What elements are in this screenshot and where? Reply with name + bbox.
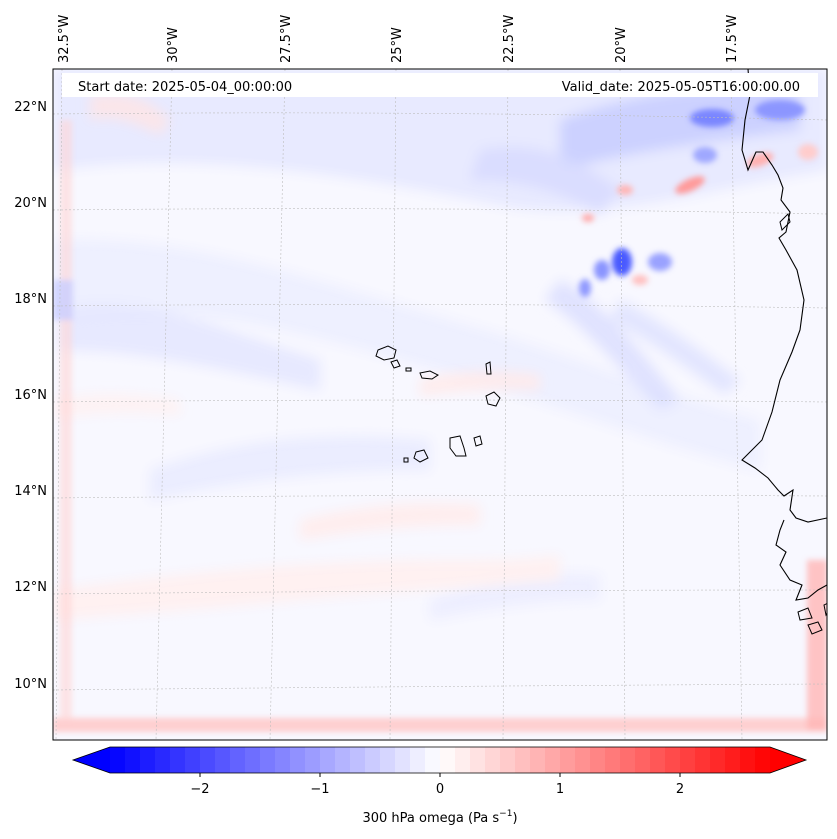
colorbar-bin: [350, 747, 366, 773]
colorbar-bin: [305, 747, 321, 773]
colorbar-bin: [710, 747, 726, 773]
map-frame: [52, 68, 828, 741]
africa-coastline: [741, 69, 827, 601]
colorbar-bin: [530, 747, 546, 773]
lat-label-12n: 12°N: [14, 580, 47, 595]
colorbar-bin: [485, 747, 501, 773]
lon-label-17-5w: 17.5°W: [725, 15, 740, 63]
colorbar-bin: [320, 747, 336, 773]
colorbar-tick-label: 1: [556, 782, 564, 797]
colorbar: −2 −1 0 1 2 300 hPa omega (Pa s−1): [71, 746, 808, 826]
colorbar-tick-label: −1: [310, 782, 329, 797]
colorbar-bin: [215, 747, 231, 773]
colorbar-bin: [290, 747, 306, 773]
map-panel: Start date: 2025-05-04_00:00:00 Valid_da…: [52, 68, 828, 741]
colorbar-bin: [440, 747, 456, 773]
lon-label-25w: 25°W: [390, 27, 405, 63]
colorbar-bin: [170, 747, 186, 773]
colorbar-ticks: −2 −1 0 1 2: [190, 773, 684, 797]
colorbar-bin: [185, 747, 201, 773]
colorbar-left-extend: [73, 747, 110, 773]
header-strip: [62, 73, 818, 97]
colorbar-bin: [200, 747, 216, 773]
colorbar-bin: [680, 747, 696, 773]
colorbar-bin: [230, 747, 246, 773]
colorbar-tick-label: 2: [676, 782, 684, 797]
colorbar-bin: [110, 747, 126, 773]
lat-label-16n: 16°N: [14, 388, 47, 403]
colorbar-bin: [560, 747, 576, 773]
colorbar-bin: [275, 747, 291, 773]
colorbar-bins: [110, 747, 771, 773]
colorbar-bin: [365, 747, 381, 773]
lat-label-10n: 10°N: [14, 677, 47, 692]
lat-label-18n: 18°N: [14, 292, 47, 307]
omega-field: [53, 69, 827, 740]
colorbar-bin: [545, 747, 561, 773]
colorbar-bin: [425, 747, 441, 773]
colorbar-bin: [740, 747, 756, 773]
colorbar-bin: [245, 747, 261, 773]
colorbar-bin: [605, 747, 621, 773]
lon-label-27-5w: 27.5°W: [279, 15, 294, 63]
start-date-label: Start date: 2025-05-04_00:00:00: [78, 80, 292, 95]
colorbar-right-extend: [770, 747, 806, 773]
colorbar-tick-label: 0: [436, 782, 444, 797]
lon-label-22-5w: 22.5°W: [502, 15, 517, 63]
colorbar-bin: [755, 747, 771, 773]
colorbar-bin: [140, 747, 156, 773]
colorbar-bin: [620, 747, 636, 773]
lon-label-20w: 20°W: [614, 27, 629, 63]
colorbar-bin: [410, 747, 426, 773]
colorbar-bin: [335, 747, 351, 773]
lon-label-30w: 30°W: [166, 27, 181, 63]
colorbar-bin: [500, 747, 516, 773]
colorbar-bin: [155, 747, 171, 773]
colorbar-bin: [650, 747, 666, 773]
colorbar-bin: [635, 747, 651, 773]
lat-label-20n: 20°N: [14, 196, 47, 211]
lat-label-14n: 14°N: [14, 484, 47, 499]
colorbar-bin: [260, 747, 276, 773]
lon-label-32-5w: 32.5°W: [57, 15, 72, 63]
colorbar-bin: [575, 747, 591, 773]
colorbar-bin: [515, 747, 531, 773]
coastal-islets: [779, 213, 827, 635]
valid-date-label: Valid_date: 2025-05-05T16:00:00.00: [562, 80, 800, 95]
colorbar-bin: [590, 747, 606, 773]
colorbar-bin: [125, 747, 141, 773]
colorbar-label: 300 hPa omega (Pa s−1): [362, 809, 517, 826]
colorbar-outline: [71, 746, 808, 774]
colorbar-bin: [695, 747, 711, 773]
colorbar-bin: [665, 747, 681, 773]
colorbar-bin: [455, 747, 471, 773]
latitude-labels: 22°N 20°N 18°N 16°N 14°N 12°N 10°N: [14, 100, 47, 692]
colorbar-bin: [725, 747, 741, 773]
colorbar-bin: [395, 747, 411, 773]
colorbar-tick-label: −2: [190, 782, 209, 797]
colorbar-bin: [380, 747, 396, 773]
lat-label-22n: 22°N: [14, 100, 47, 115]
longitude-labels: 32.5°W 30°W 27.5°W 25°W 22.5°W 20°W 17.5…: [57, 15, 740, 63]
colorbar-bin: [470, 747, 486, 773]
cape-verde-islands: [375, 345, 501, 463]
